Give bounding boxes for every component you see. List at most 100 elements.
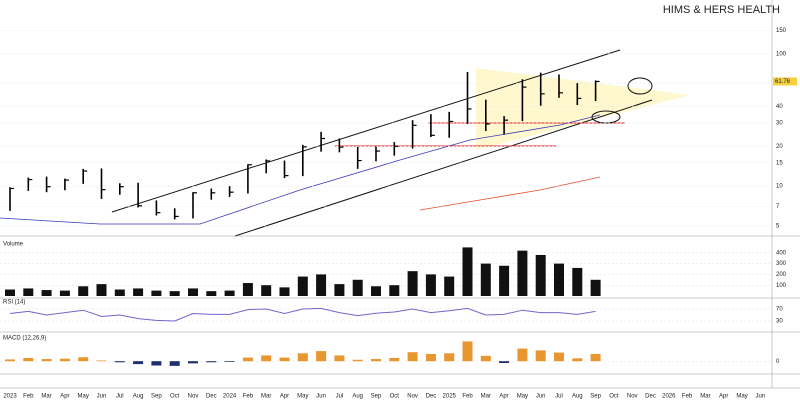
x-tick-label: Mar bbox=[481, 394, 491, 400]
bar bbox=[206, 361, 217, 363]
panel-title: MACD (12,26,9) bbox=[3, 336, 46, 342]
x-tick-label: Feb bbox=[243, 394, 254, 400]
bar bbox=[371, 359, 381, 362]
bar bbox=[242, 283, 253, 296]
bar bbox=[371, 286, 381, 296]
last-price-box bbox=[773, 77, 797, 86]
x-tick-label: Aug bbox=[352, 394, 363, 400]
bar bbox=[444, 353, 455, 362]
bar bbox=[517, 348, 528, 362]
bar bbox=[352, 359, 363, 362]
bar bbox=[114, 361, 125, 363]
bar bbox=[517, 250, 528, 296]
x-tick-label: Dec bbox=[645, 394, 656, 400]
bar bbox=[572, 358, 583, 362]
bar bbox=[316, 274, 327, 296]
bar bbox=[133, 361, 144, 365]
bar bbox=[499, 265, 510, 296]
bar bbox=[389, 357, 400, 362]
bar bbox=[316, 351, 327, 362]
moving-average bbox=[0, 114, 601, 225]
x-tick-label: Oct bbox=[170, 394, 180, 400]
x-tick-label: Sep bbox=[590, 394, 601, 400]
bar bbox=[188, 288, 198, 296]
highlight-ellipse bbox=[627, 77, 653, 95]
y-tick-label: 70 bbox=[776, 307, 783, 313]
bar bbox=[297, 353, 308, 362]
x-tick-label: Aug bbox=[133, 394, 144, 400]
panel-title: RSI (14) bbox=[3, 300, 25, 306]
bar bbox=[224, 361, 235, 362]
bar bbox=[407, 271, 418, 296]
triangle-pattern bbox=[476, 68, 690, 150]
x-tick-label: Sep bbox=[151, 394, 162, 400]
bar bbox=[151, 290, 162, 296]
x-tick-label: May bbox=[517, 394, 528, 400]
y-tick-label: 10 bbox=[776, 184, 783, 190]
bar bbox=[169, 361, 180, 366]
bar bbox=[5, 289, 15, 296]
bar bbox=[480, 263, 491, 296]
x-tick-label: May bbox=[736, 394, 747, 400]
x-tick-label: Dec bbox=[206, 394, 217, 400]
x-tick-label: Apr bbox=[499, 394, 508, 400]
bar bbox=[96, 360, 107, 362]
x-tick-label: Aug bbox=[572, 394, 583, 400]
y-tick-label: 15 bbox=[776, 160, 783, 166]
x-tick-label: Oct bbox=[609, 394, 619, 400]
x-tick-label: Jun bbox=[316, 394, 326, 400]
bar bbox=[407, 352, 418, 362]
bar bbox=[480, 355, 491, 362]
x-tick-label: Jul bbox=[116, 394, 124, 400]
y-tick-label: 400 bbox=[776, 250, 787, 256]
x-tick-label: Dec bbox=[426, 394, 437, 400]
bar bbox=[444, 276, 455, 296]
bar bbox=[23, 288, 34, 296]
bar bbox=[242, 357, 253, 362]
bar bbox=[535, 350, 546, 362]
bar bbox=[334, 355, 345, 362]
bar bbox=[535, 254, 546, 296]
last-price-label: 61.76 bbox=[775, 79, 791, 85]
bar bbox=[425, 354, 436, 362]
bar bbox=[279, 357, 290, 362]
bar bbox=[462, 341, 473, 362]
x-tick-label: Jul bbox=[336, 394, 344, 400]
bar bbox=[78, 357, 89, 362]
bar bbox=[554, 263, 564, 296]
x-tick-label: 2026 bbox=[662, 394, 676, 400]
bar bbox=[279, 287, 290, 296]
bar bbox=[59, 358, 70, 362]
y-tick-label: 100 bbox=[776, 283, 787, 289]
y-tick-label: 150 bbox=[776, 28, 787, 34]
x-tick-label: Mar bbox=[261, 394, 271, 400]
y-tick-label: 300 bbox=[776, 261, 787, 267]
x-tick-label: 2024 bbox=[223, 394, 237, 400]
bar bbox=[297, 276, 308, 296]
bar bbox=[499, 361, 510, 363]
x-tick-label: Nov bbox=[188, 394, 199, 400]
x-tick-label: Feb bbox=[682, 394, 693, 400]
bar bbox=[78, 286, 89, 296]
bar bbox=[425, 274, 436, 296]
y-tick-label: 7 bbox=[776, 204, 780, 210]
x-tick-label: Sep bbox=[371, 394, 382, 400]
bar bbox=[133, 288, 144, 296]
bar bbox=[389, 285, 400, 296]
bar bbox=[590, 354, 601, 362]
x-tick-label: 2023 bbox=[3, 394, 17, 400]
bar bbox=[334, 284, 345, 296]
moving-average bbox=[419, 176, 601, 211]
y-tick-label: 200 bbox=[776, 272, 787, 278]
y-tick-label: 0 bbox=[776, 359, 780, 365]
channel-top bbox=[111, 49, 621, 213]
y-tick-label: 100 bbox=[776, 51, 787, 57]
bar bbox=[261, 355, 272, 362]
bar bbox=[151, 361, 162, 366]
x-tick-label: Jun bbox=[755, 394, 765, 400]
bar bbox=[462, 247, 473, 296]
x-tick-label: May bbox=[297, 394, 308, 400]
bar bbox=[590, 279, 601, 296]
bar bbox=[41, 290, 52, 296]
